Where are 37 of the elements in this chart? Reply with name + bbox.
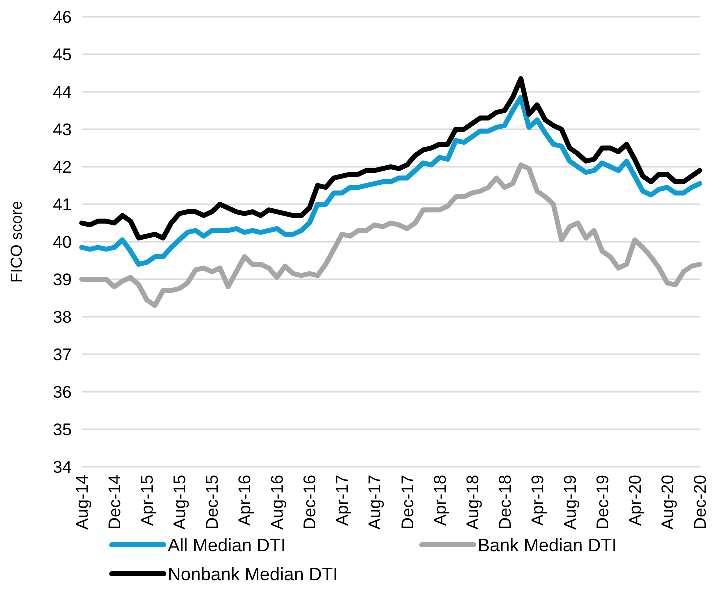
x-tick-label: Aug-16 — [268, 475, 288, 530]
y-tick-label: 35 — [53, 420, 72, 440]
y-tick-label: 43 — [53, 120, 72, 140]
x-tick-label: Apr-20 — [626, 475, 645, 526]
y-tick-label: 40 — [53, 232, 72, 252]
x-tick-label: Apr-19 — [528, 475, 548, 526]
x-tick-label: Aug-17 — [366, 475, 385, 530]
x-tick-label: Apr-17 — [333, 475, 352, 526]
x-tick-label: Apr-15 — [138, 475, 158, 526]
x-tick-label: Dec-19 — [593, 475, 612, 530]
legend-label: All Median DTI — [168, 535, 286, 556]
legend-label: Nonbank Median DTI — [168, 564, 338, 584]
y-tick-label: 45 — [53, 45, 72, 64]
x-tick-label: Apr-16 — [236, 475, 255, 526]
x-tick-label: Apr-18 — [430, 475, 450, 526]
y-tick-label: 38 — [53, 308, 72, 327]
y-tick-label: 41 — [53, 195, 72, 214]
x-tick-label: Dec-20 — [691, 475, 710, 530]
x-tick-label: Aug-15 — [170, 475, 190, 530]
y-tick-label: 34 — [53, 458, 72, 477]
x-tick-label: Dec-16 — [300, 475, 320, 530]
y-tick-label: 36 — [53, 382, 72, 402]
x-tick-label: Aug-20 — [658, 475, 678, 530]
x-tick-label: Dec-17 — [398, 475, 418, 530]
x-tick-label: Aug-18 — [463, 475, 482, 530]
x-tick-label: Aug-19 — [560, 475, 580, 530]
y-tick-label: 46 — [53, 8, 72, 27]
x-tick-label: Dec-18 — [496, 475, 515, 530]
y-tick-label: 37 — [53, 345, 72, 364]
y-tick-label: 42 — [53, 158, 72, 177]
x-tick-label: Aug-14 — [73, 475, 92, 530]
x-tick-label: Dec-14 — [106, 475, 125, 530]
y-tick-label: 44 — [53, 82, 72, 102]
y-tick-label: 39 — [53, 270, 72, 290]
x-tick-label: Dec-15 — [203, 475, 222, 530]
y-axis-title: FICO score — [9, 201, 26, 283]
legend-label: Bank Median DTI — [478, 535, 618, 556]
